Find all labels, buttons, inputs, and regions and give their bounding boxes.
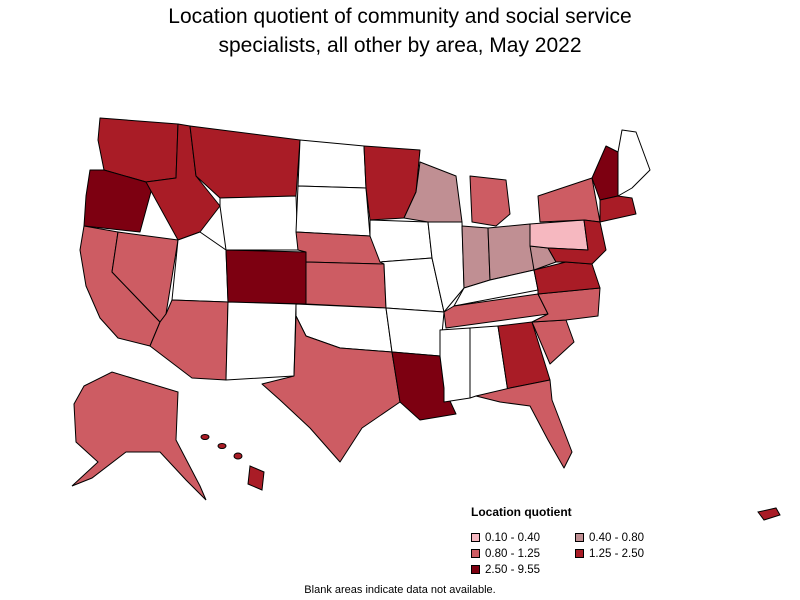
region-utah: [171, 231, 229, 303]
region-oregon: [83, 169, 153, 233]
region-florida: [475, 379, 573, 469]
region-wyoming: [219, 195, 299, 251]
legend-item-0-80-1-25: 0.80 - 1.25: [471, 547, 575, 560]
legend-label: 2.50 - 9.55: [485, 563, 540, 576]
region-new-mexico: [225, 301, 297, 381]
title-line-2: specialists, all other by area, May 2022: [218, 34, 582, 57]
region-puerto-rico: [757, 507, 781, 521]
region-montana: [189, 125, 301, 199]
legend-label: 0.80 - 1.25: [485, 547, 540, 560]
legend-title: Location quotient: [471, 505, 572, 519]
legend-swatch: [471, 565, 480, 574]
region-iowa: [369, 219, 433, 263]
region-indiana: [461, 225, 491, 289]
legend-grid: 0.10 - 0.40 0.40 - 0.80 0.80 - 1.25 1.25…: [471, 531, 701, 576]
map-title: Location quotient of community and socia…: [0, 2, 800, 60]
legend-label: 0.10 - 0.40: [485, 531, 540, 544]
title-line-1: Location quotient of community and socia…: [168, 5, 632, 28]
region-mississippi: [439, 327, 471, 403]
region-illinois: [427, 221, 465, 313]
legend-swatch: [575, 549, 584, 558]
legend-swatch: [471, 533, 480, 542]
legend-label: 0.40 - 0.80: [589, 531, 644, 544]
region-arkansas: [385, 307, 445, 357]
region-alaska: [71, 371, 207, 501]
footnote: Blank areas indicate data not available.: [304, 584, 496, 596]
legend-label: 1.25 - 2.50: [589, 547, 644, 560]
region-texas: [261, 315, 401, 463]
legend-swatch: [471, 549, 480, 558]
legend-swatch: [575, 533, 584, 542]
region-new-york: [537, 177, 601, 223]
region-south-dakota: [295, 185, 371, 237]
legend-item-0-10-0-40: 0.10 - 0.40: [471, 531, 575, 544]
region-north-dakota: [297, 139, 367, 189]
region-maine: [617, 129, 651, 197]
contiguous-us: [79, 117, 651, 469]
region-hawaii: [200, 434, 265, 491]
region-pennsylvania: [529, 219, 589, 251]
legend-item-0-40-0-80: 0.40 - 0.80: [575, 531, 685, 544]
legend-item-1-25-2-50: 1.25 - 2.50: [575, 547, 685, 560]
region-mid-atlantic: [547, 219, 607, 265]
region-colorado: [225, 249, 307, 305]
region-vermont-nh: [591, 145, 619, 201]
legend: Location quotient 0.10 - 0.40 0.40 - 0.8…: [471, 505, 701, 576]
region-southern-new-england: [599, 195, 637, 223]
legend-item-2-50-9-55: 2.50 - 9.55: [471, 563, 575, 576]
region-michigan: [469, 175, 511, 227]
region-kansas: [305, 261, 387, 309]
